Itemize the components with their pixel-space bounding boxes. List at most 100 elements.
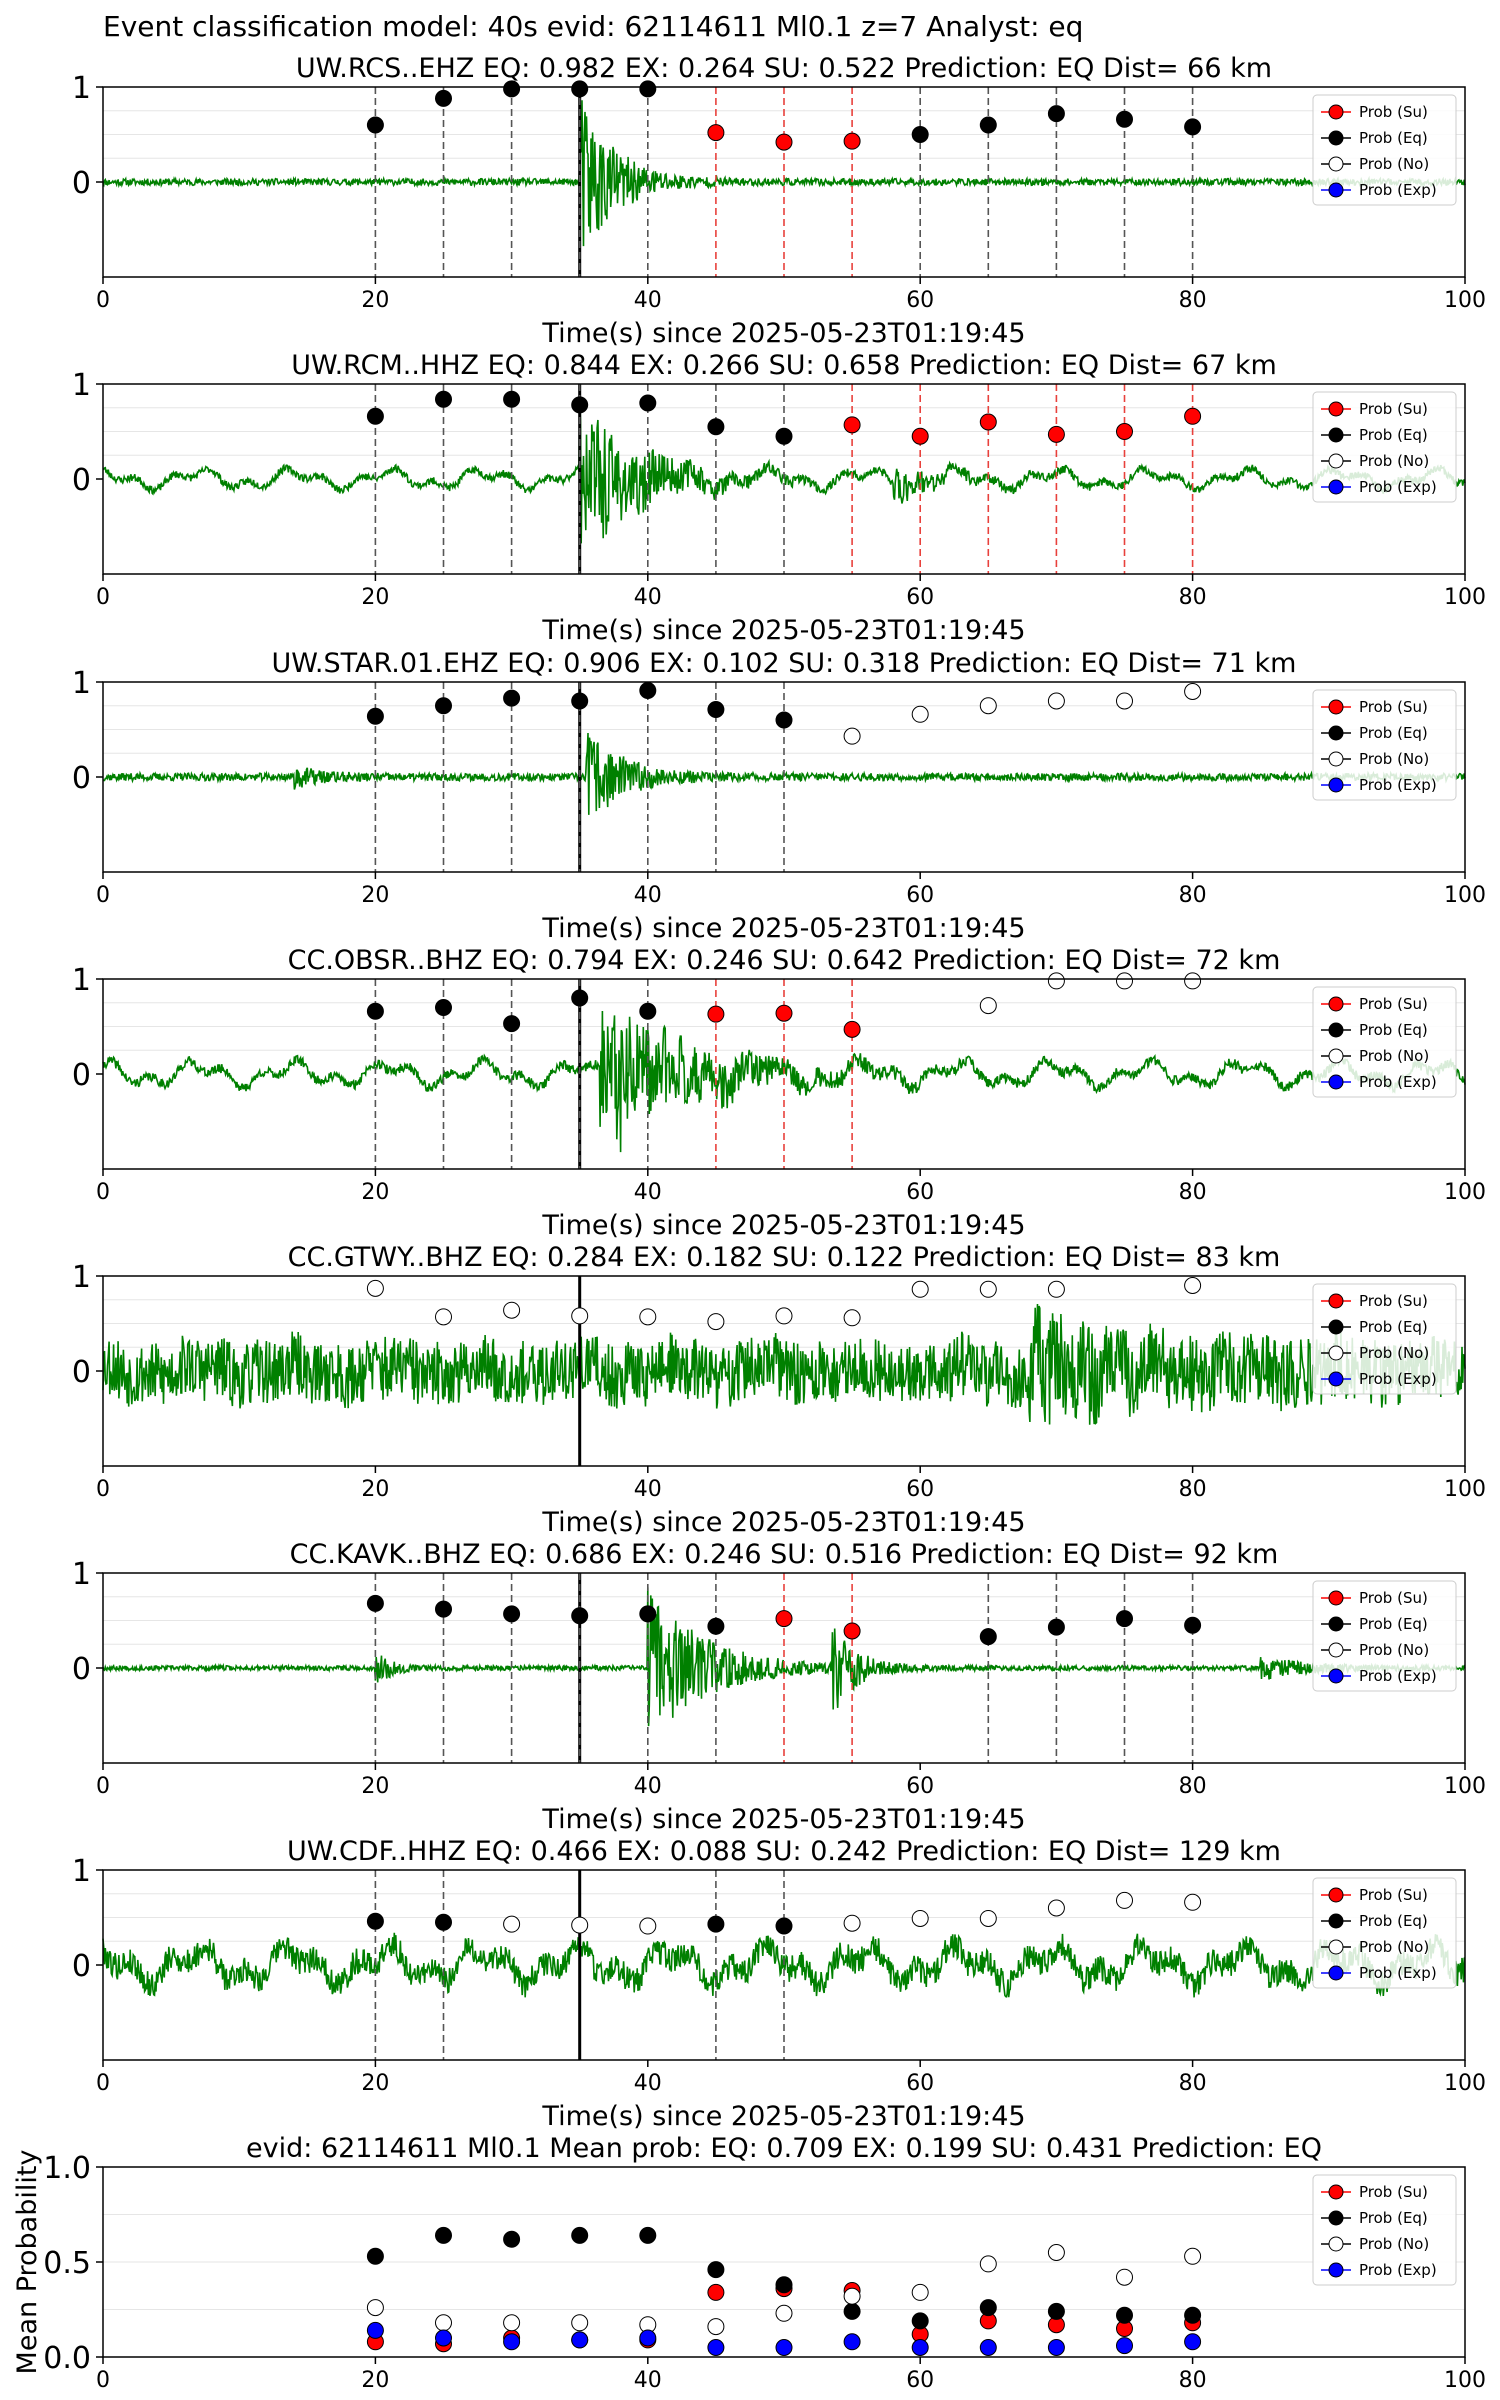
prob-marker-eq — [1047, 1618, 1065, 1636]
panel-title: UW.CDF..HHZ EQ: 0.466 EX: 0.088 SU: 0.24… — [287, 1836, 1281, 1867]
x-tick-label: 100 — [1444, 883, 1486, 908]
legend-marker — [1328, 1590, 1344, 1606]
legend-entry-label: Prob (Su) — [1359, 2183, 1428, 2201]
legend-entry-label: Prob (No) — [1359, 155, 1429, 173]
legend-entry-label: Prob (Exp) — [1359, 776, 1437, 794]
prob-marker-eq — [503, 689, 521, 707]
legend-marker — [1328, 479, 1344, 495]
x-tick-label: 60 — [906, 1477, 934, 1502]
legend-entry-label: Prob (Eq) — [1359, 2209, 1428, 2227]
prob-marker-eq — [435, 999, 452, 1016]
x-tick-label: 60 — [906, 2071, 934, 2096]
station-panel: CC.OBSR..BHZ EQ: 0.794 EX: 0.246 SU: 0.6… — [72, 945, 1486, 1241]
x-tick-label: 60 — [906, 585, 934, 610]
legend: Prob (Su) Prob (Eq) Prob (No) Prob (Exp) — [1312, 2174, 1457, 2286]
mean-prob-marker-su — [707, 2283, 725, 2301]
legend-entry-label: Prob (Exp) — [1359, 1370, 1437, 1388]
mean-prob-marker-no — [775, 2304, 793, 2322]
legend-entry-label: Prob (Su) — [1359, 103, 1428, 121]
legend-entry-label: Prob (No) — [1359, 452, 1429, 470]
legend-marker — [1328, 1939, 1344, 1955]
prob-marker-no — [911, 1280, 929, 1298]
mean-prob-marker-no — [366, 2299, 384, 2317]
legend-marker — [1328, 1913, 1344, 1929]
station-panel: UW.RCM..HHZ EQ: 0.844 EX: 0.266 SU: 0.65… — [72, 350, 1486, 646]
prob-marker-su — [1184, 407, 1202, 425]
legend-marker — [1328, 1371, 1344, 1387]
mean-prob-marker-no — [571, 2314, 589, 2332]
x-tick-label: 40 — [634, 585, 662, 610]
prob-marker-eq — [707, 1915, 725, 1933]
prob-marker-su — [775, 1004, 793, 1022]
prob-marker-eq — [366, 1594, 384, 1612]
legend-entry-label: Prob (No) — [1359, 1344, 1429, 1362]
y-tick-label: 0 — [72, 1949, 91, 1984]
prob-marker-eq — [366, 1002, 384, 1020]
mean-prob-marker-exp — [707, 2339, 725, 2356]
mean-prob-marker-exp — [1184, 2333, 1202, 2351]
legend: Prob (Su) Prob (Eq) Prob (No) Prob (Exp) — [1312, 986, 1457, 1098]
y-tick-label: 0 — [72, 1355, 91, 1390]
prob-marker-eq — [503, 80, 521, 98]
mean-prob-marker-exp — [639, 2329, 657, 2347]
x-tick-label: 20 — [361, 883, 389, 908]
legend-entry-label: Prob (No) — [1359, 1938, 1429, 1956]
legend-entry-label: Prob (Exp) — [1359, 2261, 1437, 2279]
x-tick-label: 80 — [1179, 1774, 1207, 1799]
prob-marker-su — [707, 124, 725, 142]
prob-marker-eq — [1116, 110, 1133, 128]
prob-marker-eq — [435, 390, 452, 408]
prob-marker-eq — [1116, 1610, 1133, 1628]
x-tick-label: 40 — [634, 1477, 662, 1502]
legend-marker — [1328, 2236, 1344, 2252]
x-tick-label: 0 — [96, 1180, 110, 1205]
legend-entry-label: Prob (Eq) — [1359, 1615, 1428, 1633]
prob-marker-eq — [1184, 1616, 1202, 1634]
legend-marker — [1328, 182, 1344, 198]
y-tick-label: 1 — [72, 963, 91, 998]
prob-marker-su — [707, 1005, 725, 1023]
x-tick-label: 20 — [361, 1180, 389, 1205]
station-panel: UW.RCS..EHZ EQ: 0.982 EX: 0.264 SU: 0.52… — [72, 53, 1486, 349]
panel-title: CC.KAVK..BHZ EQ: 0.686 EX: 0.246 SU: 0.5… — [290, 1539, 1279, 1570]
prob-marker-no — [775, 1307, 793, 1325]
mean-prob-marker-no — [503, 2314, 521, 2332]
legend-entry-label: Prob (Su) — [1359, 698, 1428, 716]
legend-entry-label: Prob (Su) — [1359, 995, 1428, 1013]
legend-marker — [1328, 104, 1344, 120]
x-tick-label: 100 — [1444, 288, 1486, 313]
prob-marker-no — [1116, 1891, 1133, 1909]
prob-marker-eq — [979, 116, 997, 134]
mean-prob-marker-no — [435, 2314, 452, 2332]
mean-prob-marker-no — [911, 2283, 929, 2301]
legend-entry-label: Prob (Su) — [1359, 1589, 1428, 1607]
station-panel: CC.KAVK..BHZ EQ: 0.686 EX: 0.246 SU: 0.5… — [72, 1539, 1486, 1835]
legend-marker — [1328, 427, 1344, 443]
mean-prob-marker-exp — [1116, 2337, 1133, 2355]
prob-marker-no — [503, 1301, 521, 1319]
x-tick-label: 40 — [634, 2071, 662, 2096]
prob-marker-su — [843, 1622, 861, 1640]
x-axis-label: Time(s) since 2025-05-23T01:19:45 — [541, 913, 1025, 944]
panel-title: CC.GTWY..BHZ EQ: 0.284 EX: 0.182 SU: 0.1… — [288, 1242, 1281, 1273]
legend: Prob (Su) Prob (Eq) Prob (No) Prob (Exp) — [1312, 391, 1457, 503]
panel-title: CC.OBSR..BHZ EQ: 0.794 EX: 0.246 SU: 0.6… — [288, 945, 1281, 976]
legend-frame — [1312, 1580, 1457, 1692]
prob-marker-eq — [366, 707, 384, 725]
legend-entry-label: Prob (Eq) — [1359, 724, 1428, 742]
y-axis-label: Mean Probability — [12, 2150, 43, 2375]
legend-marker — [1328, 1319, 1344, 1335]
prob-marker-eq — [435, 89, 452, 107]
x-axis-label: Time(s) since 2025-05-23T01:19:45 — [541, 1507, 1025, 1538]
mean-prob-marker-exp — [366, 2321, 384, 2339]
seismic-waveform — [102, 1303, 1466, 1426]
legend-marker — [1328, 1616, 1344, 1632]
prob-marker-no — [979, 997, 997, 1015]
legend-entry-label: Prob (Eq) — [1359, 1021, 1428, 1039]
prob-marker-su — [843, 416, 861, 434]
mean-prob-marker-eq — [435, 2226, 452, 2244]
panel-title: evid: 62114611 Ml0.1 Mean prob: EQ: 0.70… — [246, 2133, 1322, 2164]
prob-marker-eq — [639, 1605, 657, 1623]
